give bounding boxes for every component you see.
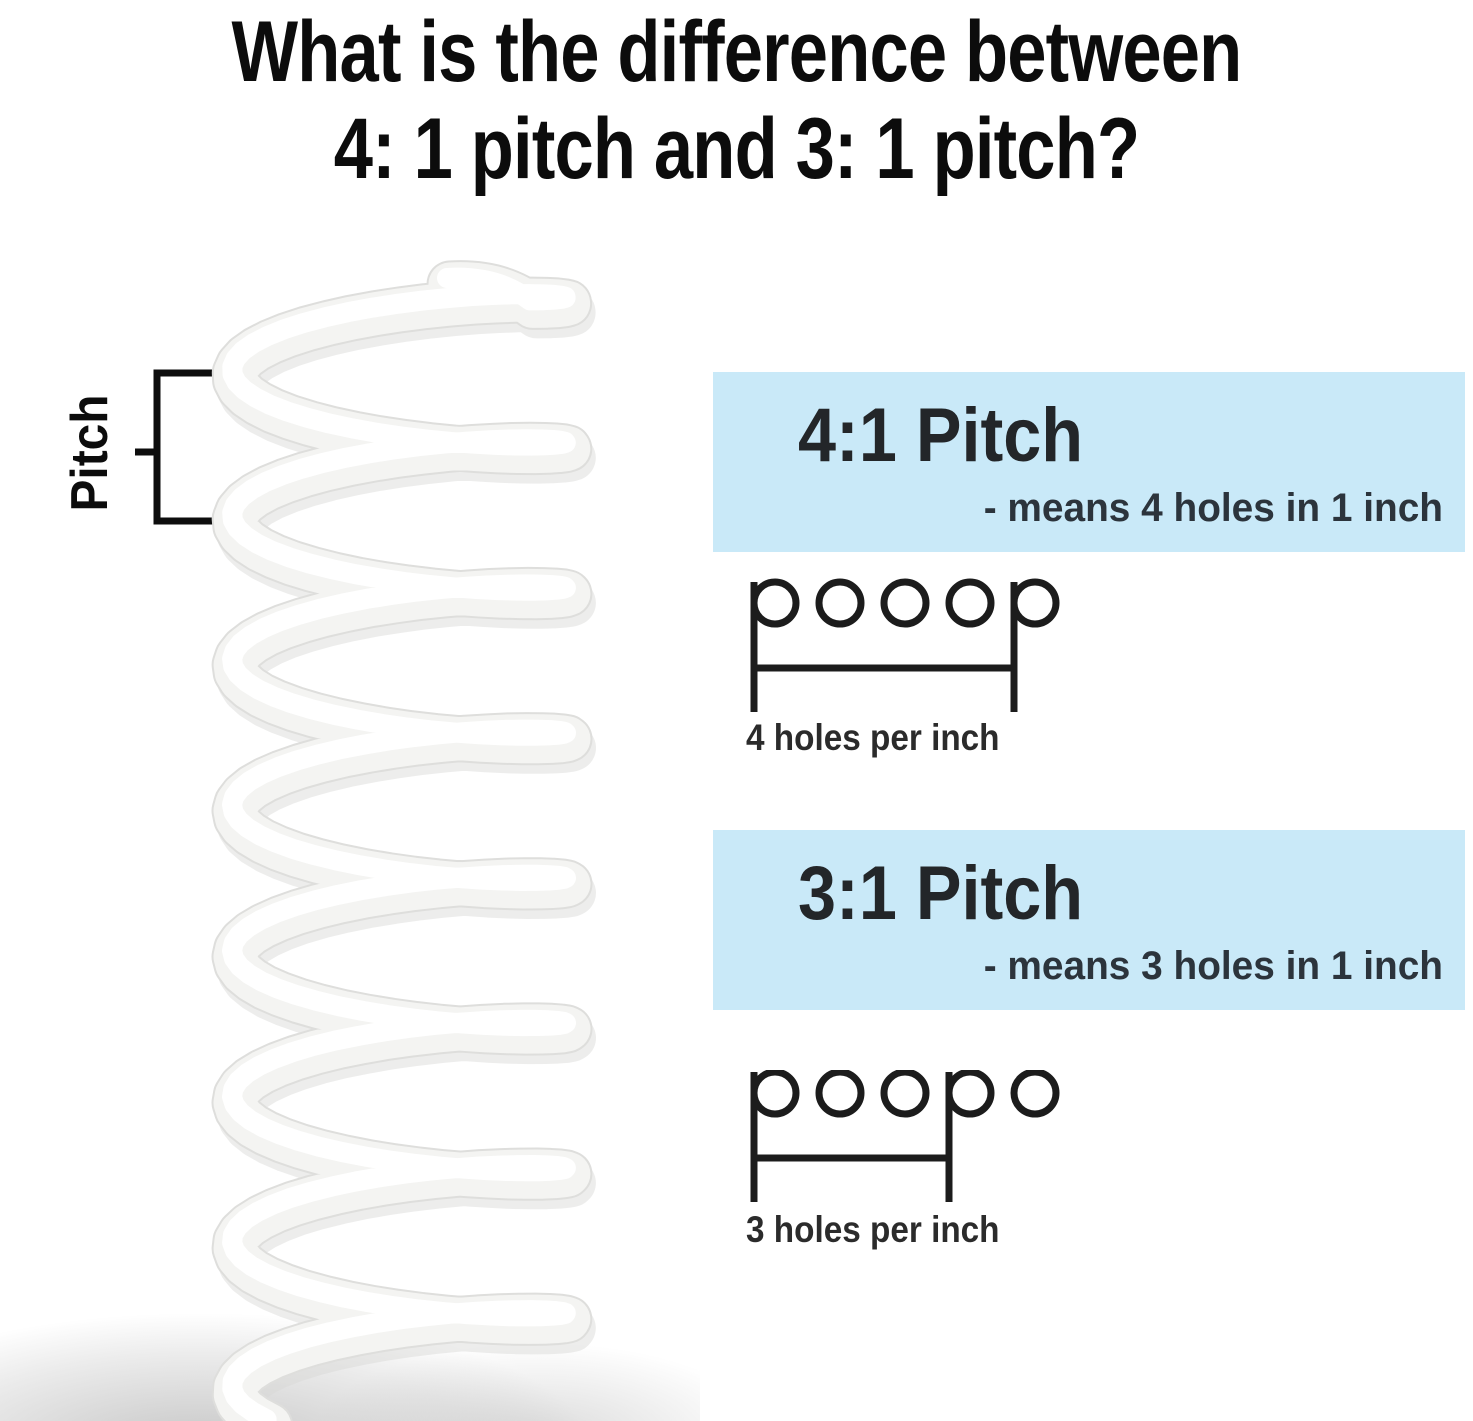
hole-circle bbox=[945, 1070, 995, 1118]
pitch-axis-label: Pitch bbox=[61, 394, 119, 512]
page-title: What is the difference between 4: 1 pitc… bbox=[133, 4, 1341, 198]
holes-caption-4-1: 4 holes per inch bbox=[746, 717, 1000, 758]
pitch-3-1-heading: 3:1 Pitch bbox=[798, 851, 1084, 936]
pitch-3-1-subtext: - means 3 holes in 1 inch bbox=[983, 944, 1443, 988]
hole-circle bbox=[815, 1070, 865, 1118]
hole-circle bbox=[880, 1070, 930, 1118]
holes-diagram-3-1 bbox=[750, 1070, 1060, 1202]
hole-circle bbox=[1010, 1070, 1060, 1118]
holes-diagram-4-1 bbox=[750, 578, 1060, 712]
coil-tube-highlight bbox=[232, 278, 566, 1420]
spiral-coil-illustration bbox=[0, 0, 700, 1421]
page-title-line2: 4: 1 pitch and 3: 1 pitch? bbox=[333, 101, 1140, 197]
hole-circle bbox=[750, 578, 800, 628]
pitch-4-1-box: 4:1 Pitch - means 4 holes in 1 inch bbox=[713, 372, 1465, 552]
pitch-4-1-heading: 4:1 Pitch bbox=[798, 393, 1084, 478]
holes-caption-3-1: 3 holes per inch bbox=[746, 1209, 1000, 1250]
pitch-4-1-subtext: - means 4 holes in 1 inch bbox=[983, 486, 1443, 530]
hole-circle bbox=[815, 578, 865, 628]
pitch-3-1-box: 3:1 Pitch - means 3 holes in 1 inch bbox=[713, 830, 1465, 1010]
coil-tube bbox=[232, 278, 573, 1421]
page-title-line1: What is the difference between bbox=[231, 4, 1243, 100]
hole-circle bbox=[945, 578, 995, 628]
hole-circle bbox=[750, 1070, 800, 1118]
coil-floor-shadow-right bbox=[313, 1343, 700, 1421]
hole-circle bbox=[880, 578, 930, 628]
hole-circle bbox=[1010, 578, 1060, 628]
